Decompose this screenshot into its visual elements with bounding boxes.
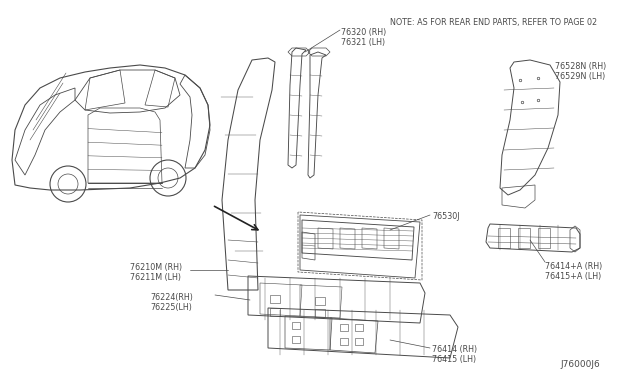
Text: 76414+A (RH)
76415+A (LH): 76414+A (RH) 76415+A (LH) [545,262,602,281]
Text: 76530J: 76530J [432,212,460,221]
Text: 76224(RH)
76225(LH): 76224(RH) 76225(LH) [150,293,193,312]
Text: NOTE: AS FOR REAR END PARTS, REFER TO PAGE 02: NOTE: AS FOR REAR END PARTS, REFER TO PA… [390,18,597,27]
Text: J76000J6: J76000J6 [560,360,600,369]
Text: 76210M (RH)
76211M (LH): 76210M (RH) 76211M (LH) [130,263,182,282]
Text: 76528N (RH)
76529N (LH): 76528N (RH) 76529N (LH) [555,62,606,81]
Text: 76414 (RH)
76415 (LH): 76414 (RH) 76415 (LH) [432,345,477,365]
Text: 76320 (RH)
76321 (LH): 76320 (RH) 76321 (LH) [341,28,387,47]
